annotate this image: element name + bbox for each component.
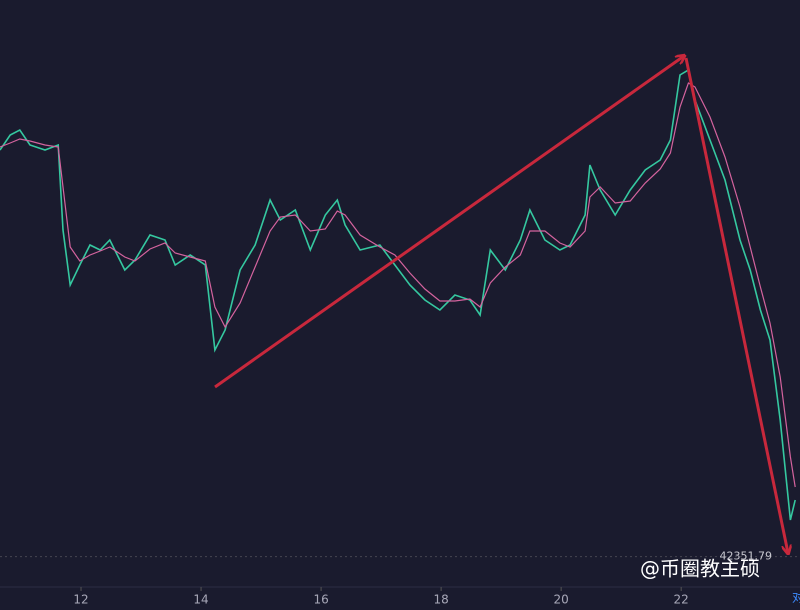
x-tick-label: 12: [73, 593, 88, 607]
trend-arrow: [684, 57, 788, 553]
last-price-label: 42351.79: [720, 550, 773, 563]
x-tick-label: 20: [553, 593, 568, 607]
x-tick-label: 18: [433, 593, 448, 607]
watermark: @币圈教主硕: [640, 557, 760, 581]
x-tick-label: 14: [193, 593, 208, 607]
plot: [0, 68, 796, 521]
price-line: [0, 68, 796, 521]
x-tick-label: 22: [674, 593, 689, 607]
x-tick-label: 16: [313, 593, 328, 607]
price-line: [0, 82, 796, 488]
trend-arrow: [214, 56, 684, 389]
corner-label: 对: [792, 591, 800, 605]
